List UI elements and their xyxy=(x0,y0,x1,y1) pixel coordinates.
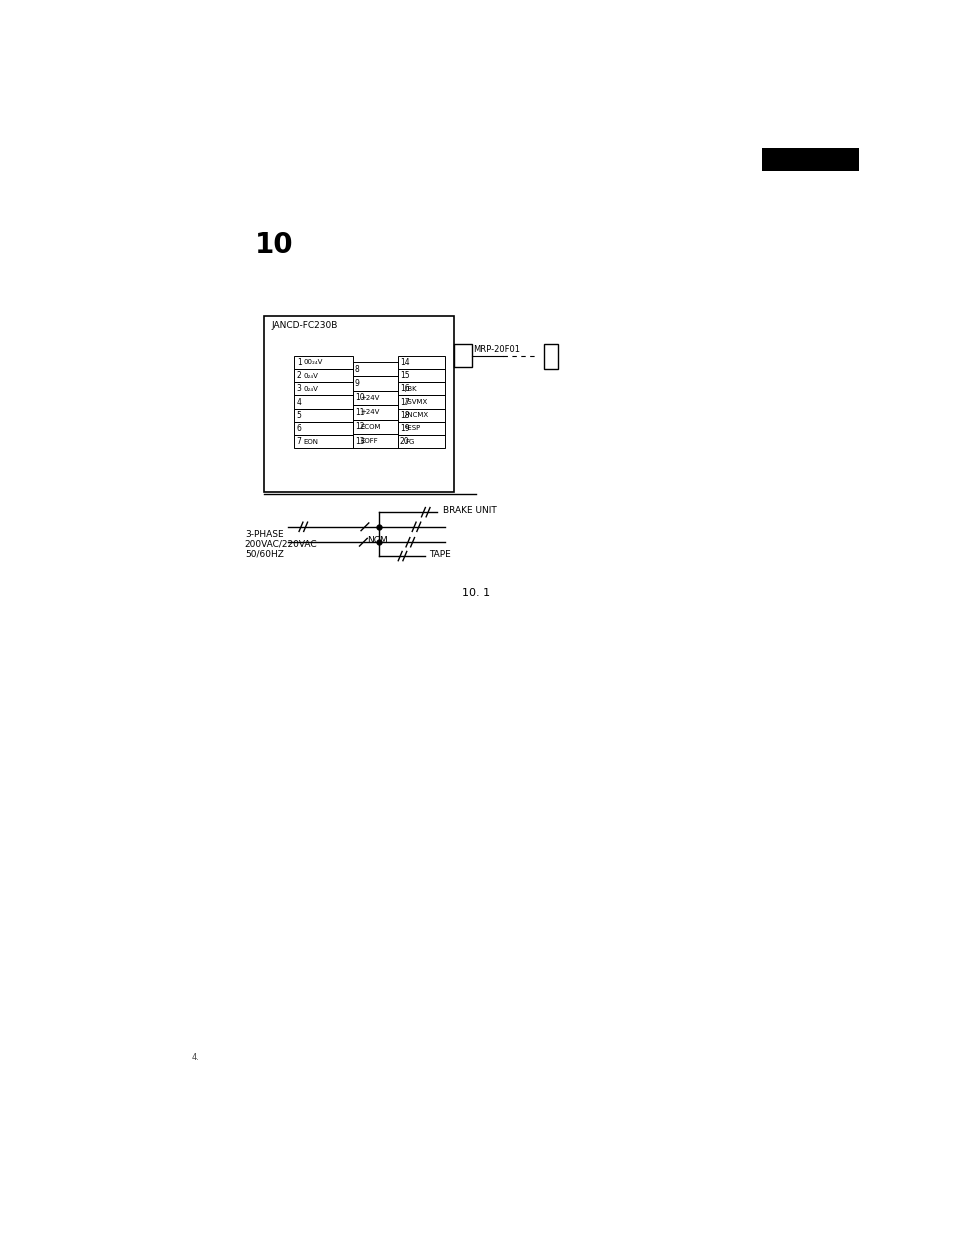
Text: /SVMX: /SVMX xyxy=(405,399,427,406)
Text: EOFF: EOFF xyxy=(360,438,377,444)
Text: 4: 4 xyxy=(296,397,301,407)
Bar xyxy=(397,435,444,449)
Text: 2: 2 xyxy=(296,371,301,380)
Text: 19: 19 xyxy=(399,424,409,433)
Text: 18: 18 xyxy=(399,411,409,419)
Text: 13: 13 xyxy=(355,436,364,445)
Text: 10: 10 xyxy=(254,231,294,259)
Bar xyxy=(454,344,472,367)
Bar xyxy=(294,422,353,435)
Bar xyxy=(353,363,397,376)
Bar xyxy=(397,382,444,396)
Text: 5: 5 xyxy=(296,411,301,419)
Text: 9: 9 xyxy=(355,379,359,388)
Text: 14: 14 xyxy=(399,358,409,367)
Text: 17: 17 xyxy=(399,397,409,407)
Text: *ESP: *ESP xyxy=(405,425,421,432)
Text: 7: 7 xyxy=(296,438,301,446)
Text: 200VAC/220VAC: 200VAC/220VAC xyxy=(245,540,317,549)
Text: 10: 10 xyxy=(355,393,364,402)
Text: EON: EON xyxy=(303,439,318,445)
Bar xyxy=(294,435,353,449)
Text: 6: 6 xyxy=(296,424,301,433)
Text: 0₂₄V: 0₂₄V xyxy=(303,372,318,379)
Bar xyxy=(264,316,454,492)
Text: FG: FG xyxy=(405,439,415,445)
Bar xyxy=(353,434,397,449)
Text: 0₂₄V: 0₂₄V xyxy=(303,386,318,392)
Text: 10. 1: 10. 1 xyxy=(461,588,489,598)
Text: 1: 1 xyxy=(296,358,301,367)
Bar xyxy=(294,382,353,396)
Bar xyxy=(397,408,444,422)
Bar xyxy=(761,148,858,171)
Text: 8: 8 xyxy=(355,365,359,374)
Text: 3-PHASE: 3-PHASE xyxy=(245,530,283,539)
Bar xyxy=(294,356,353,369)
Bar xyxy=(397,422,444,435)
Bar xyxy=(353,376,397,391)
Text: 00₂₄V: 00₂₄V xyxy=(303,360,323,365)
Text: 4.: 4. xyxy=(192,1053,200,1062)
Bar xyxy=(294,369,353,382)
Text: +24V: +24V xyxy=(360,395,379,401)
Bar xyxy=(397,369,444,382)
Text: 20: 20 xyxy=(399,438,409,446)
Text: MRP-20F01: MRP-20F01 xyxy=(473,345,520,354)
Text: JANCD-FC230B: JANCD-FC230B xyxy=(271,322,337,330)
Bar xyxy=(353,391,397,406)
Text: BRAKE UNIT: BRAKE UNIT xyxy=(443,506,497,515)
Text: 50/60HZ: 50/60HZ xyxy=(245,550,283,559)
Bar xyxy=(294,396,353,408)
Text: +24V: +24V xyxy=(360,409,379,416)
Text: TAPE: TAPE xyxy=(429,550,451,559)
Text: /NCMX: /NCMX xyxy=(405,412,428,418)
Text: /BK: /BK xyxy=(405,386,416,392)
Text: 16: 16 xyxy=(399,385,409,393)
Text: NCM: NCM xyxy=(367,536,388,545)
Text: ECOM: ECOM xyxy=(360,424,380,429)
Bar xyxy=(353,406,397,419)
Text: 3: 3 xyxy=(296,385,301,393)
Text: 15: 15 xyxy=(399,371,409,380)
Bar xyxy=(543,344,558,369)
Text: 11: 11 xyxy=(355,408,364,417)
Bar xyxy=(397,396,444,408)
Bar xyxy=(397,356,444,369)
Bar xyxy=(294,408,353,422)
Bar xyxy=(353,419,397,434)
Text: 12: 12 xyxy=(355,422,364,432)
